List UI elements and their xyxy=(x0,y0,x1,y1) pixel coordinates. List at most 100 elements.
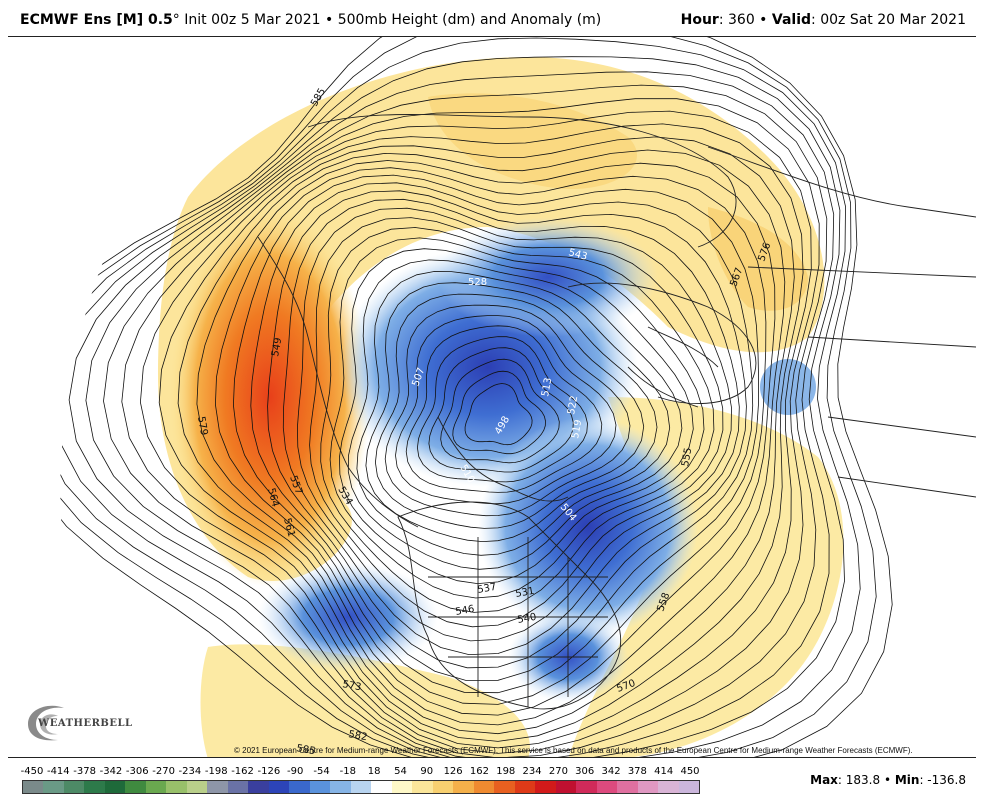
legend-tick-label: -198 xyxy=(204,766,228,777)
valid-label: Valid xyxy=(771,12,812,28)
map-edge-left xyxy=(8,37,288,757)
height-contour-line xyxy=(158,136,795,735)
legend-color-swatch xyxy=(494,781,515,793)
height-contour-line xyxy=(347,259,683,570)
legend-tick-label: -378 xyxy=(73,766,96,777)
color-legend: -450 -414 -378 -342 -306 -270 -234 -198 -162 -126… xyxy=(0,760,984,808)
hour-value: : 360 xyxy=(718,12,755,28)
legend-tick-label: 270 xyxy=(548,766,568,777)
height-contour-line xyxy=(338,248,694,585)
legend-tick-label: -270 xyxy=(152,766,175,777)
contour-label: 546 xyxy=(455,604,476,618)
legend-tick-label: 306 xyxy=(575,766,595,777)
legend-color-swatch xyxy=(371,781,392,793)
legend-tick-label: -162 xyxy=(231,766,254,777)
contour-label: 540 xyxy=(517,612,538,626)
contour-label: 543 xyxy=(567,247,588,263)
polar-stereographic-map: 5855495795645575615345285435074985105135… xyxy=(8,37,976,757)
legend-color-swatch xyxy=(145,781,167,793)
header: ECMWF Ens [M] 0.5° Init 00z 5 Mar 2021 •… xyxy=(0,0,984,36)
legend-color-swatch xyxy=(43,781,64,793)
legend-tick-label: -54 xyxy=(313,766,330,777)
legend-color-swatch xyxy=(637,781,659,793)
legend-color-swatch xyxy=(84,781,105,793)
height-contour-line xyxy=(416,336,588,483)
maxmin-separator: • xyxy=(880,773,895,787)
legend-color-swatch xyxy=(63,781,85,793)
height-contour-line xyxy=(374,293,645,529)
positive-anomaly-area xyxy=(158,57,825,581)
legend-color-swatch xyxy=(391,781,413,793)
legend-color-swatch xyxy=(227,781,249,793)
contour-label: 522 xyxy=(566,395,580,416)
contour-label: 528 xyxy=(468,277,487,288)
positive-anomaly-area xyxy=(708,207,808,311)
trough-anomaly-europe xyxy=(760,359,816,415)
copyright-notice: © 2021 European Centre for Medium-range … xyxy=(234,746,913,755)
trough-anomaly-pacific xyxy=(258,562,438,672)
legend-color-swatch xyxy=(453,781,474,793)
legend-tick-label: 198 xyxy=(496,766,516,777)
map-panel: 585 549 579 564 557 561 534 528 543 507 498 510 513 5… xyxy=(8,36,976,758)
height-contour-line xyxy=(320,227,715,613)
positive-anomaly-area xyxy=(568,397,844,757)
model-name: ECMWF Ens [M] 0.5 xyxy=(20,12,173,28)
legend-tick-label: 342 xyxy=(601,766,621,777)
legend-color-swatch xyxy=(166,781,187,793)
height-contour-line xyxy=(68,71,835,757)
height-contour-line xyxy=(296,207,732,642)
legend-color-swatch xyxy=(309,781,331,793)
contour-label: 513 xyxy=(540,377,554,398)
height-contour-line xyxy=(267,190,747,669)
forecast-time: Hour: 360 • Valid: 00z Sat 20 Mar 2021 xyxy=(681,12,966,28)
legend-color-swatch xyxy=(555,781,577,793)
height-contour-line xyxy=(250,182,754,681)
contour-label: 582 xyxy=(347,729,368,743)
height-contour-line xyxy=(464,383,533,446)
height-contour-line xyxy=(177,149,786,726)
legend-tick-label: -234 xyxy=(178,766,202,777)
legend-color-swatch xyxy=(248,781,269,793)
max-value: : 183.8 xyxy=(837,773,881,787)
height-contour-line xyxy=(440,358,560,464)
legend-tick-label: -306 xyxy=(125,766,149,777)
legend-color-swatch xyxy=(412,781,433,793)
legend-color-swatch xyxy=(514,781,536,793)
max-min-readout: Max: 183.8 • Min: -136.8 xyxy=(810,773,966,787)
height-contour-line xyxy=(365,282,658,543)
height-contour-line xyxy=(384,304,631,517)
legend-color-swatch xyxy=(617,781,638,793)
legend-tick-labels: -450 -414 -378 -342 -306 -270 -234 -198 -162 -126… xyxy=(18,766,708,780)
legend-tick-label: 450 xyxy=(680,766,700,777)
height-contour-line xyxy=(309,217,724,628)
legend-color-swatch xyxy=(330,781,351,793)
time-separator: • xyxy=(754,12,772,28)
legend-color-swatch xyxy=(23,781,44,793)
legend-tick-label: 54 xyxy=(394,766,407,777)
height-contour-line xyxy=(356,271,671,556)
legend-color-swatch xyxy=(678,781,699,793)
height-contour-line xyxy=(214,167,767,705)
min-value: : -136.8 xyxy=(919,773,966,787)
degree-symbol: ° xyxy=(172,12,180,28)
legend-color-swatch xyxy=(596,781,618,793)
contour-label: 549 xyxy=(270,337,284,358)
init-time: Init 00z 5 Mar 2021 xyxy=(179,12,321,28)
legend-tick-label: -414 xyxy=(46,766,70,777)
legend-color-swatch xyxy=(268,781,290,793)
height-contour-line xyxy=(428,347,574,473)
legend-tick-label: 90 xyxy=(420,766,434,777)
legend-color-swatch xyxy=(207,781,228,793)
height-contour-line xyxy=(232,174,760,694)
legend-color-swatch xyxy=(576,781,597,793)
chart-title: ECMWF Ens [M] 0.5° Init 00z 5 Mar 2021 •… xyxy=(20,12,601,28)
legend-color-swatch xyxy=(289,781,310,793)
height-contour-line xyxy=(85,84,828,757)
height-contour-line xyxy=(452,370,546,455)
legend-color-swatch xyxy=(473,781,495,793)
legend-color-swatch xyxy=(350,781,372,793)
legend-tick-label: 162 xyxy=(469,766,489,777)
legend-color-swatch xyxy=(535,781,556,793)
height-contour-line xyxy=(395,315,617,505)
height-contour-line xyxy=(103,98,820,754)
